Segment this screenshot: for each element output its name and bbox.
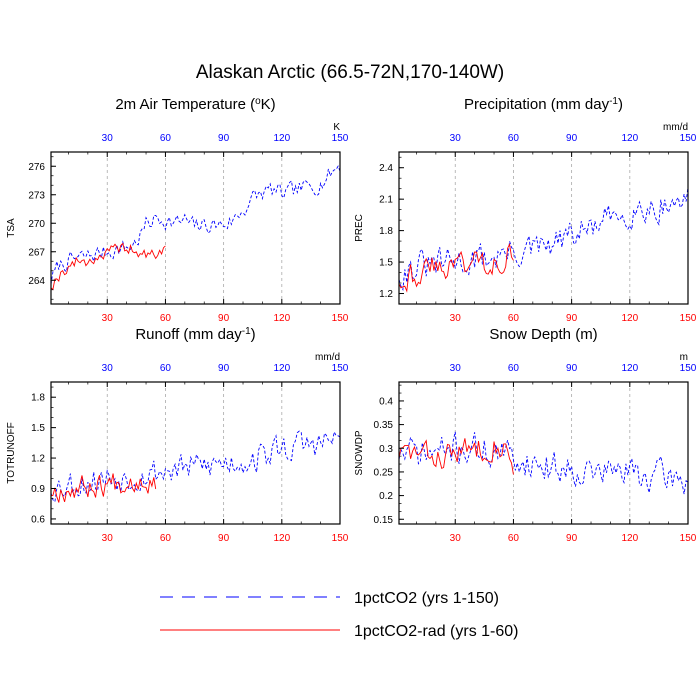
y-tick-label: 0.2 [379,491,393,502]
y-tick-label: 1.8 [379,226,393,237]
x-tick-label-top: 120 [621,363,638,374]
x-tick-label-top: 150 [332,363,349,374]
y-tick-label: 1.2 [31,454,45,465]
panel-title: 2m Air Temperature (oK) [115,96,275,114]
series-line-1pctco2-rad [399,438,514,475]
x-tick-label-bottom: 30 [450,533,462,544]
x-tick-label-bottom: 150 [680,313,697,324]
x-tick-label-bottom: 150 [332,533,349,544]
x-tick-label-bottom: 150 [332,313,349,324]
y-tick-label: 1.5 [379,258,393,269]
x-tick-label-bottom: 90 [566,533,578,544]
x-tick-label-top: 90 [566,133,578,144]
y-tick-label: 1.5 [31,423,45,434]
y-tick-label: 2.1 [379,195,393,206]
x-tick-label-bottom: 60 [160,313,172,324]
unit-label: m [680,352,688,363]
x-tick-label-top: 30 [102,133,114,144]
x-tick-label-top: 60 [508,363,520,374]
x-tick-label-top: 90 [218,133,230,144]
x-tick-label-bottom: 30 [102,533,114,544]
legend-label: 1pctCO2 (yrs 1-150) [354,590,499,607]
x-tick-label-bottom: 30 [102,313,114,324]
x-tick-label-top: 60 [160,133,172,144]
panel-title: Snow Depth (m) [489,326,597,343]
y-axis-label: PREC [354,214,365,242]
x-tick-label-bottom: 60 [160,533,172,544]
y-tick-label: 0.9 [31,484,45,495]
chart-panel-2: Precipitation (mm day-1) mm/d PREC 1.2 1.5 1.… [354,96,697,325]
y-tick-label: 0.15 [374,515,394,526]
x-tick-label-bottom: 60 [508,533,520,544]
x-tick-label-bottom: 120 [621,533,638,544]
panel-title: Runoff (mm day-1) [135,326,255,344]
y-tick-label: 267 [28,247,45,258]
x-tick-label-top: 120 [273,363,290,374]
x-tick-label-top: 60 [508,133,520,144]
y-tick-label: 1.2 [379,289,393,300]
chart-panel-4: Snow Depth (m) m SNOWDP 0.15 0.2 0.25 0.3 0.35 0… [354,326,697,544]
x-tick-label-top: 60 [160,363,172,374]
series-line-1pctco2 [399,186,688,292]
unit-label: mm/d [663,122,688,133]
x-tick-label-top: 90 [566,363,578,374]
y-axis-label: SNOWDP [354,430,365,475]
x-tick-label-top: 30 [450,133,462,144]
series-line-1pctco2-rad [399,242,514,293]
series-line-1pctco2 [51,430,340,503]
chart-panel-3: Runoff (mm day-1) mm/d TOTRUNOFF 0.6 0.9 1.2 1… [6,326,349,545]
legend-item-1: 1pctCO2 (yrs 1-150) [160,590,499,607]
y-tick-label: 273 [28,190,45,201]
x-tick-label-top: 150 [332,133,349,144]
series-line-1pctco2 [399,431,688,495]
plot-frame [50,381,341,525]
x-tick-label-top: 30 [450,363,462,374]
x-tick-label-top: 90 [218,363,230,374]
unit-label: K [333,122,340,133]
x-tick-label-bottom: 30 [450,313,462,324]
legend-item-2: 1pctCO2-rad (yrs 1-60) [160,623,519,640]
legend-label: 1pctCO2-rad (yrs 1-60) [354,623,519,640]
chart-panel-1: 2m Air Temperature (oK) K TSA 264 267 270 273 2… [6,96,349,325]
unit-label: mm/d [315,352,340,363]
x-tick-label-top: 150 [680,363,697,374]
y-tick-label: 2.4 [379,163,393,174]
plot-frame [398,151,689,305]
x-tick-label-bottom: 60 [508,313,520,324]
series-line-1pctco2-rad [51,473,157,503]
series-line-1pctco2 [51,165,340,285]
y-tick-label: 0.6 [31,514,45,525]
x-tick-label-bottom: 90 [218,313,230,324]
x-tick-label-bottom: 90 [566,313,578,324]
x-tick-label-bottom: 150 [680,533,697,544]
plot-frame [398,381,689,525]
x-tick-label-bottom: 120 [621,313,638,324]
chart-panels: 2m Air Temperature (oK) K TSA 264 267 270 273 2… [6,96,697,545]
panel-title: Precipitation (mm day-1) [464,96,623,114]
plot-frame [50,151,341,305]
y-tick-label: 1.8 [31,393,45,404]
y-tick-label: 0.3 [379,444,393,455]
x-tick-label-top: 120 [621,133,638,144]
y-tick-label: 270 [28,219,45,230]
y-axis-label: TSA [6,218,17,238]
y-tick-label: 0.25 [374,467,394,478]
y-tick-label: 264 [28,276,45,287]
y-tick-label: 0.4 [379,396,393,407]
y-axis-label: TOTRUNOFF [6,422,17,483]
x-tick-label-bottom: 90 [218,533,230,544]
x-tick-label-top: 120 [273,133,290,144]
x-tick-label-bottom: 120 [273,533,290,544]
figure-title: Alaskan Arctic (66.5-72N,170-140W) [195,62,505,83]
x-tick-label-top: 150 [680,133,697,144]
y-tick-label: 0.35 [374,420,394,431]
series-line-1pctco2-rad [51,242,166,291]
y-tick-label: 276 [28,162,45,173]
x-tick-label-top: 30 [102,363,114,374]
legend: 1pctCO2 (yrs 1-150) 1pctCO2-rad (yrs 1-60… [160,590,519,640]
x-tick-label-bottom: 120 [273,313,290,324]
